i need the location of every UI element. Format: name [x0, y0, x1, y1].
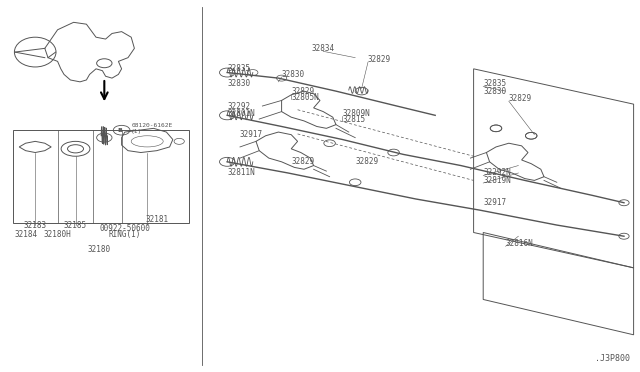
Text: 32917: 32917	[240, 130, 263, 139]
Text: 32816N: 32816N	[506, 239, 533, 248]
Text: 32811N: 32811N	[227, 169, 255, 177]
Text: 32183: 32183	[24, 221, 47, 230]
Text: 08120-6162E
(1): 08120-6162E (1)	[131, 123, 172, 134]
Text: 32917: 32917	[483, 198, 506, 207]
Text: B: B	[117, 128, 122, 133]
Bar	[13, 130, 189, 223]
Text: 32292: 32292	[227, 102, 250, 110]
Text: 32815: 32815	[342, 115, 365, 124]
Text: .J3P800: .J3P800	[595, 354, 630, 363]
Text: 32829: 32829	[355, 157, 378, 166]
Text: 32829: 32829	[291, 157, 314, 166]
Text: 32835: 32835	[483, 79, 506, 88]
Text: 32801N: 32801N	[227, 109, 255, 118]
Text: 32835: 32835	[227, 64, 250, 73]
Text: 32180H: 32180H	[44, 230, 72, 239]
Text: 32181: 32181	[145, 215, 168, 224]
Text: 32805N: 32805N	[291, 93, 319, 102]
Text: RING(1): RING(1)	[109, 230, 141, 239]
Text: 32830: 32830	[483, 87, 506, 96]
Text: 32180: 32180	[88, 245, 111, 254]
Text: 32830: 32830	[282, 70, 305, 79]
Text: 32185: 32185	[64, 221, 87, 230]
Text: 32829: 32829	[291, 87, 314, 96]
Text: 32834: 32834	[312, 44, 335, 53]
Text: 32184: 32184	[14, 230, 37, 239]
Text: 00922-50600: 00922-50600	[99, 224, 150, 233]
Text: 32292N: 32292N	[483, 169, 511, 177]
Text: 32830: 32830	[227, 79, 250, 88]
Text: 32829: 32829	[368, 55, 391, 64]
Text: 32829: 32829	[509, 94, 532, 103]
Text: 32819N: 32819N	[483, 176, 511, 185]
Text: 32809N: 32809N	[342, 109, 370, 118]
